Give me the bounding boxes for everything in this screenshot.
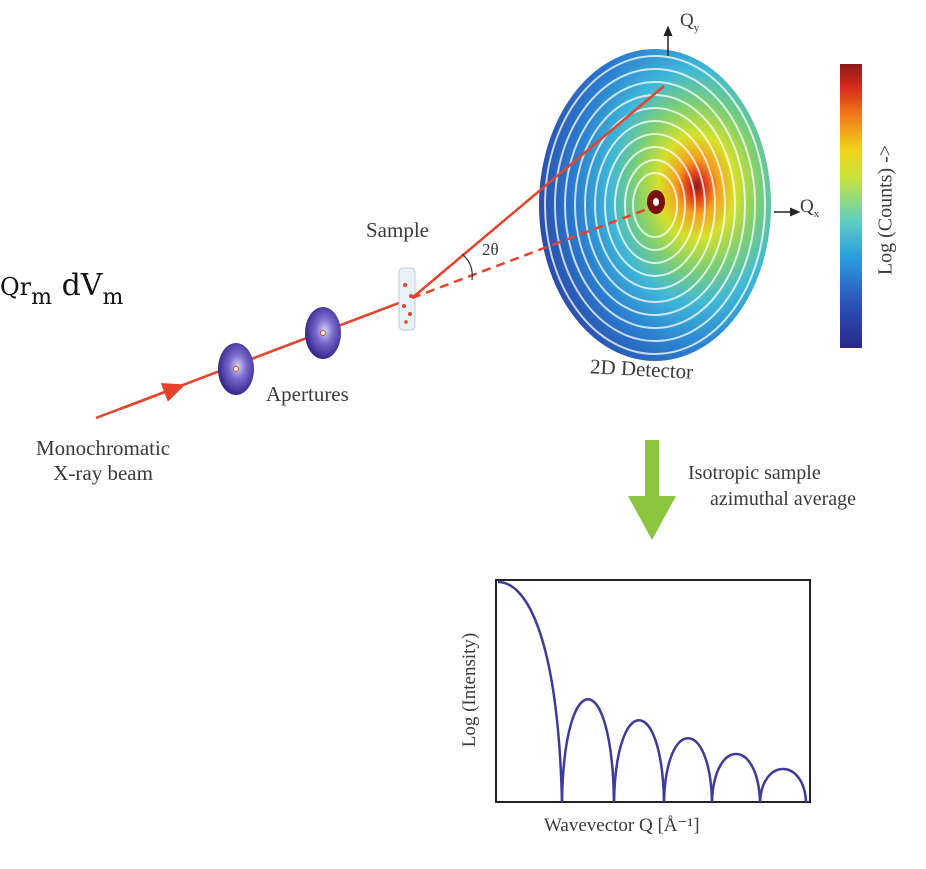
intensity-plot bbox=[495, 579, 811, 803]
colorbar-label: Log (Counts) -> bbox=[874, 144, 897, 276]
plot-x-axis-label: Wavevector Q [Å⁻¹] bbox=[544, 815, 700, 836]
intensity-lobe bbox=[662, 737, 714, 803]
formula-subscript-2: m bbox=[102, 285, 124, 310]
azimuthal-average-label: Isotropic sample azimuthal average bbox=[688, 462, 857, 510]
intensity-lobe bbox=[497, 580, 564, 803]
aperture-2-hole bbox=[320, 330, 326, 336]
transmitted-beam bbox=[411, 206, 651, 300]
two-theta-label: 2θ bbox=[482, 240, 499, 259]
intensity-lobe bbox=[758, 767, 808, 803]
formula-subscript: m bbox=[31, 285, 53, 310]
detector-disc bbox=[539, 49, 771, 361]
plot-y-axis-label: Log (Intensity) bbox=[459, 632, 480, 748]
intensity-lobe bbox=[560, 698, 616, 803]
scattered-beam bbox=[411, 85, 665, 299]
sample-label: Sample bbox=[366, 218, 429, 242]
qx-label: Qx bbox=[800, 196, 820, 220]
qy-label: Qy bbox=[680, 10, 700, 34]
intensity-lobe bbox=[612, 719, 666, 803]
detector-label: 2D Detector bbox=[589, 354, 694, 384]
formula-fragment: Qrm dVm bbox=[0, 268, 123, 310]
aperture-1-hole bbox=[233, 366, 239, 372]
colorbar bbox=[840, 64, 862, 348]
plot-frame bbox=[495, 579, 811, 803]
scattering-angle-arc bbox=[461, 253, 473, 281]
formula-text: Qr bbox=[0, 273, 32, 301]
apertures-label: Apertures bbox=[266, 382, 349, 406]
formula-main: dV bbox=[61, 268, 103, 303]
beam-direction-arrow bbox=[119, 383, 186, 411]
intensity-lobe bbox=[710, 752, 762, 803]
beam-label: Monochromatic X-ray beam bbox=[36, 436, 171, 485]
azimuthal-average-arrow bbox=[628, 440, 676, 540]
intensity-curve bbox=[497, 580, 808, 803]
